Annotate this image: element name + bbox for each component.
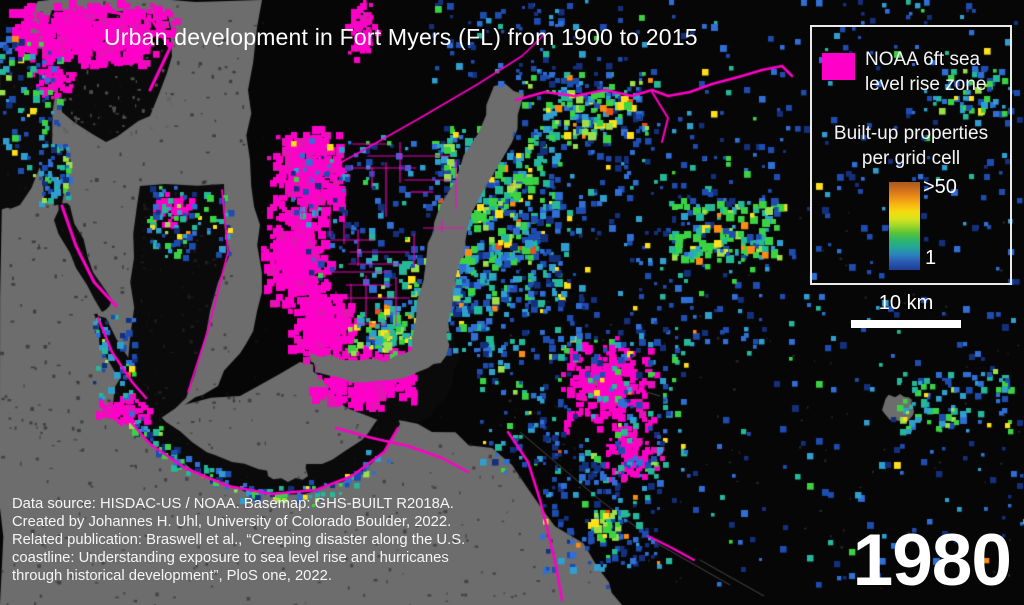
color-ramp: [889, 182, 920, 270]
scale-bar: [851, 320, 961, 328]
ramp-max-label: >50: [923, 176, 957, 198]
ramp-min-label: 1: [925, 247, 937, 269]
sea-level-rise-label-line2: level rise zone: [865, 74, 987, 95]
credits-line: Created by Johannes H. Uhl, University o…: [12, 513, 452, 530]
sea-level-rise-swatch: [822, 53, 855, 80]
legend-box: NOAA 6ft sea level rise zone Built-up pr…: [810, 25, 1012, 285]
figure-title: Urban development in Fort Myers (FL) fro…: [104, 24, 698, 50]
sea-level-rise-label-line1: NOAA 6ft sea: [865, 49, 981, 70]
credits-line: Related publication: Braswell et al., “C…: [12, 531, 466, 548]
credits-text: Data source: HISDAC-US / NOAA. Basemap: …: [12, 496, 465, 586]
scale-bar-label: 10 km: [878, 292, 934, 314]
credits-line: Data source: HISDAC-US / NOAA. Basemap: …: [12, 496, 454, 512]
ramp-title-line2: per grid cell: [861, 148, 961, 169]
credits-line: through historical development”, PloS on…: [12, 567, 332, 584]
sea-level-rise-label: NOAA 6ft sea level rise zone: [865, 47, 986, 97]
year-label: 1980: [852, 520, 1012, 601]
credits-line: coastline: Understanding exposure to sea…: [12, 549, 449, 566]
ramp-title: Built-up properties per grid cell: [812, 121, 1010, 171]
ramp-title-line1: Built-up properties: [833, 123, 989, 144]
